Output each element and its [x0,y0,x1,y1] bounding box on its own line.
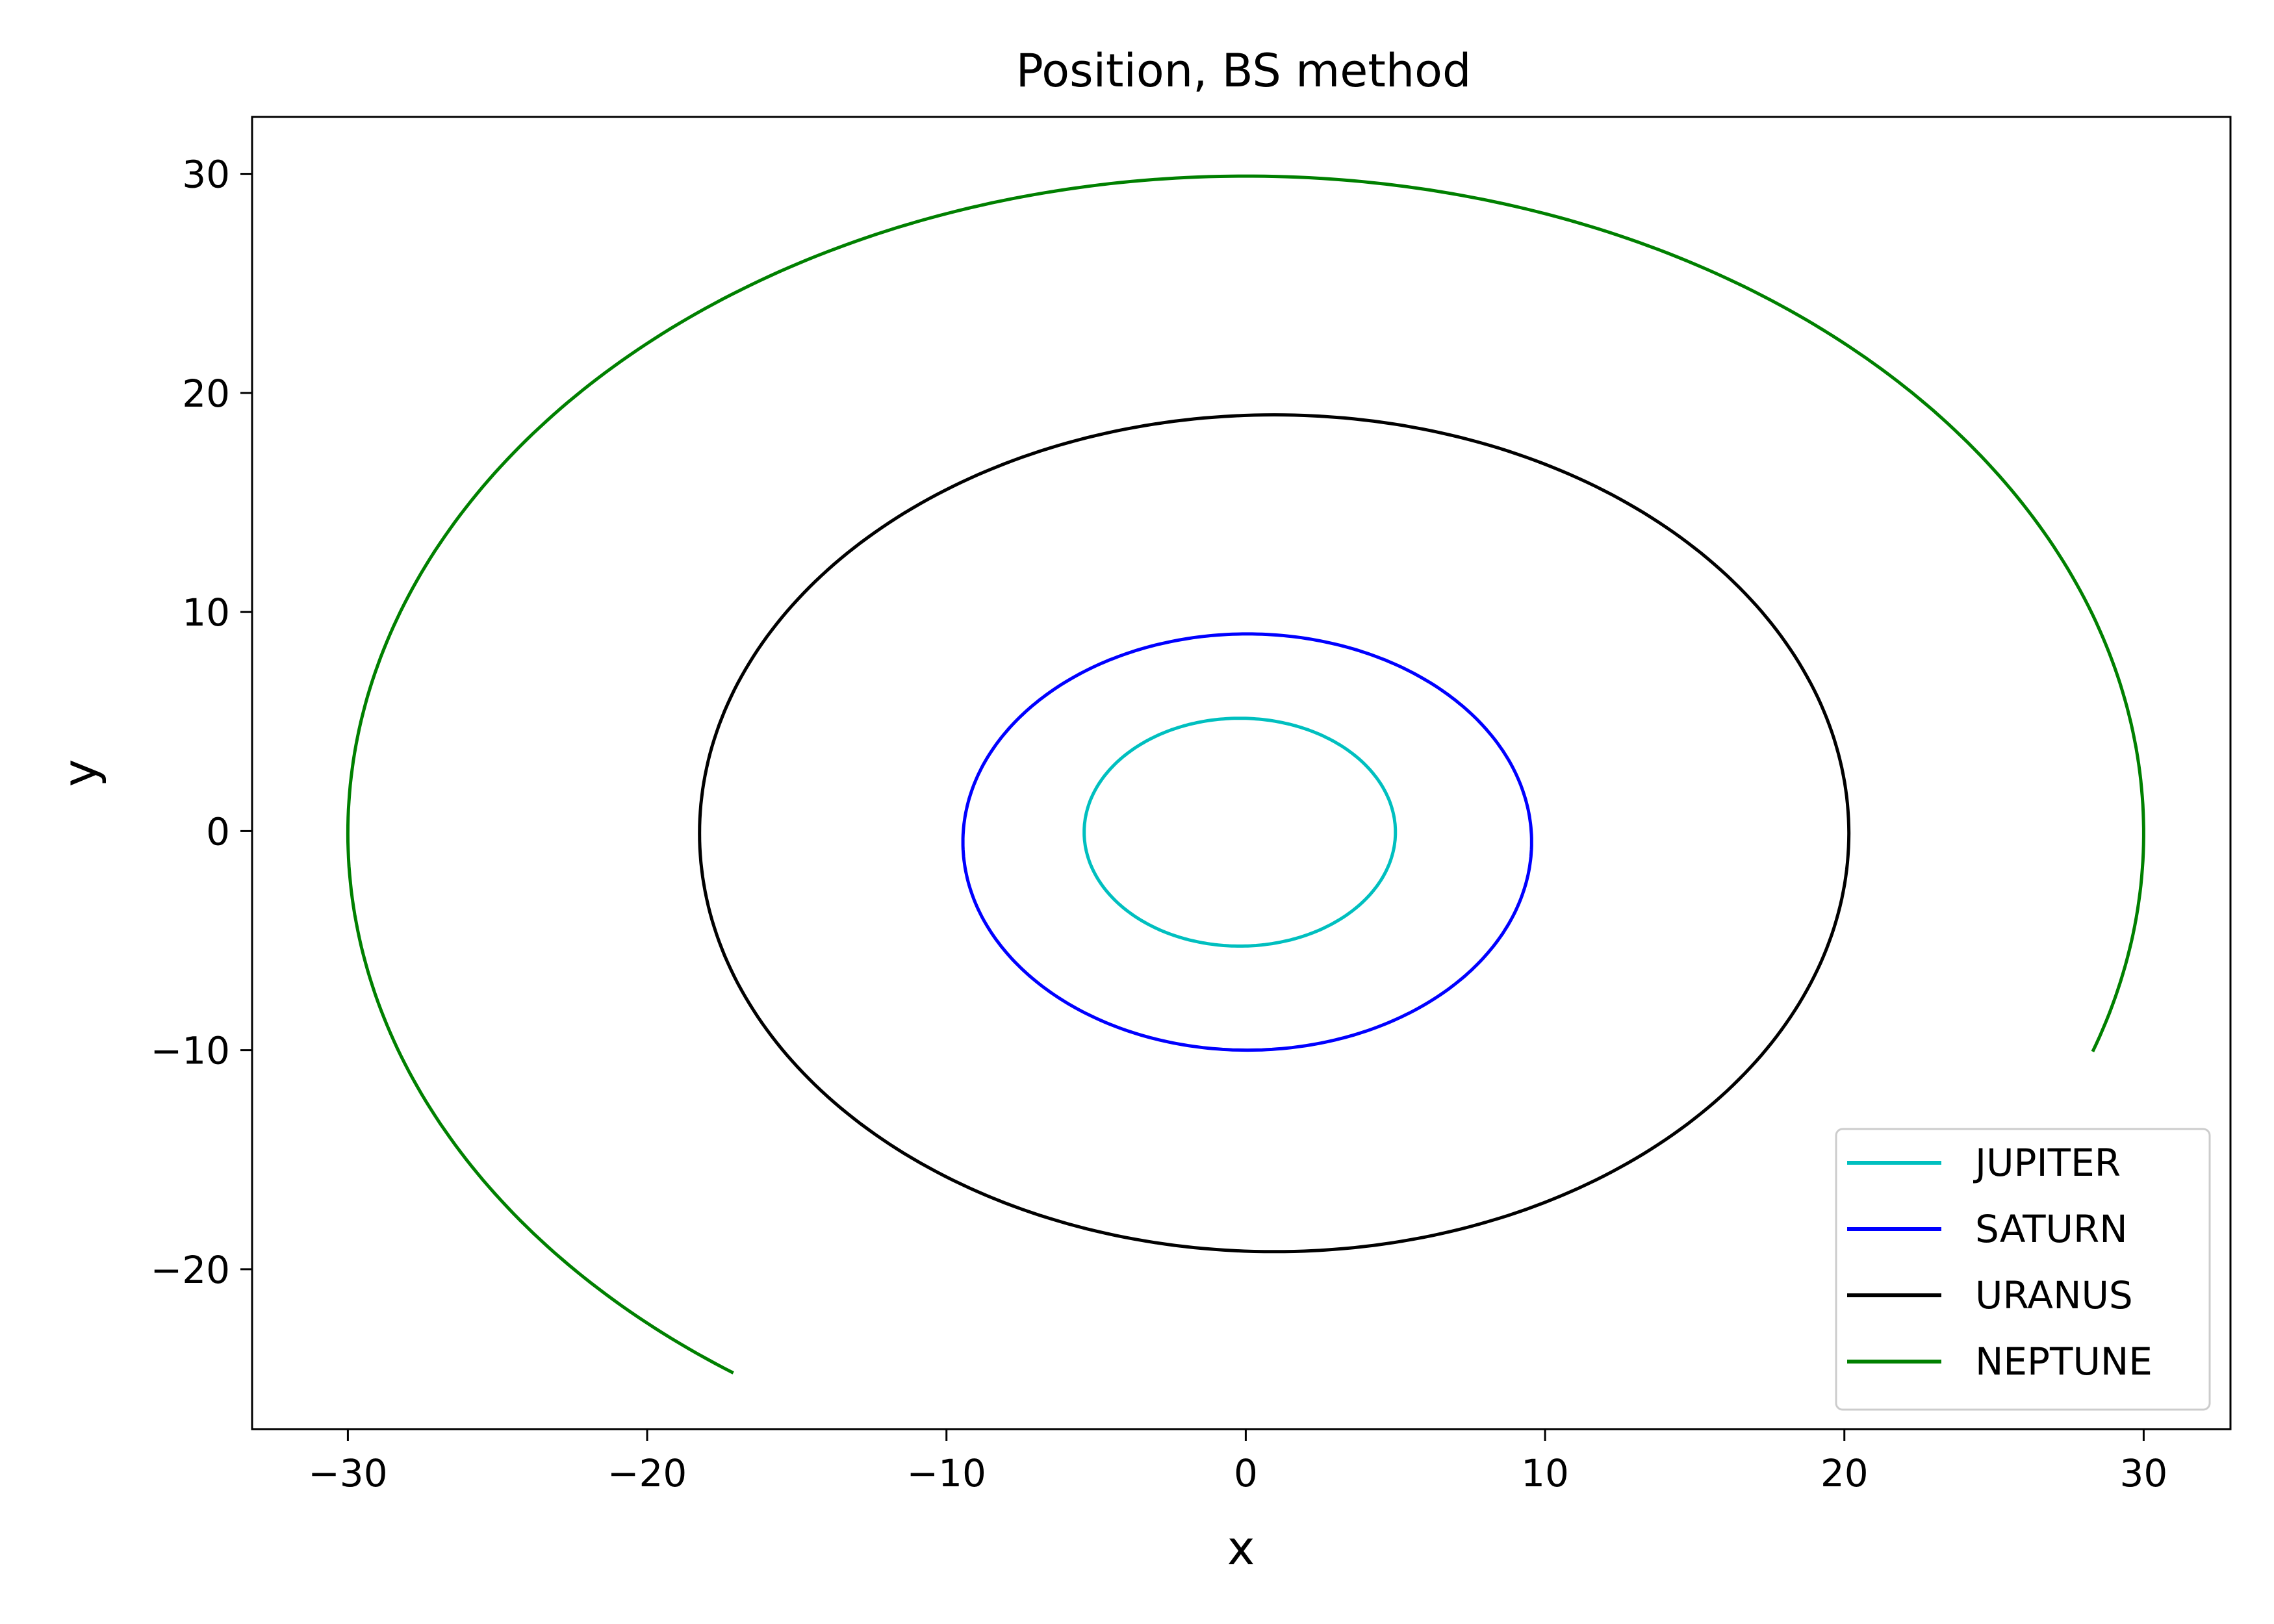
legend-box [1835,1128,2211,1411]
legend-label-neptune: NEPTUNE [1975,1339,2153,1384]
legend-label-jupiter: JUPITER [1973,1141,2121,1185]
legend-items: JUPITER SATURN URANUS NEPTUNE [1847,1141,2153,1384]
x-axis-label: x [1227,1521,1255,1575]
x-tick-label: 0 [1234,1451,1258,1495]
x-tick-label: −10 [907,1451,986,1495]
y-tick-label: 0 [206,809,230,854]
series-neptune-line [346,174,2145,1375]
legend-label-saturn: SATURN [1975,1207,2128,1251]
legend: JUPITER SATURN URANUS NEPTUNE [1835,1128,2211,1411]
y-axis-label: y [53,759,107,787]
y-tick-label: −20 [151,1248,230,1292]
x-axis: −30 −20 −10 0 10 20 30 [308,1429,2167,1495]
x-tick-label: 30 [2120,1451,2168,1495]
series-jupiter-line [1082,717,1398,948]
y-axis: −20 −10 0 10 20 30 [151,153,252,1292]
y-tick-label: 30 [182,153,230,197]
plot-frame [251,116,2232,1430]
series-layer [346,174,2145,1375]
series-saturn-line [961,632,1533,1052]
x-tick-label: 20 [1820,1451,1869,1495]
legend-label-uranus: URANUS [1975,1273,2133,1317]
y-tick-label: 10 [182,590,230,635]
x-tick-label: −30 [308,1451,387,1495]
x-tick-label: 10 [1521,1451,1569,1495]
x-tick-label: −20 [607,1451,687,1495]
chart-title: Position, BS method [1016,44,1472,97]
series-uranus-line [698,413,1851,1254]
y-tick-label: 20 [182,372,230,416]
y-tick-label: −10 [151,1029,230,1073]
